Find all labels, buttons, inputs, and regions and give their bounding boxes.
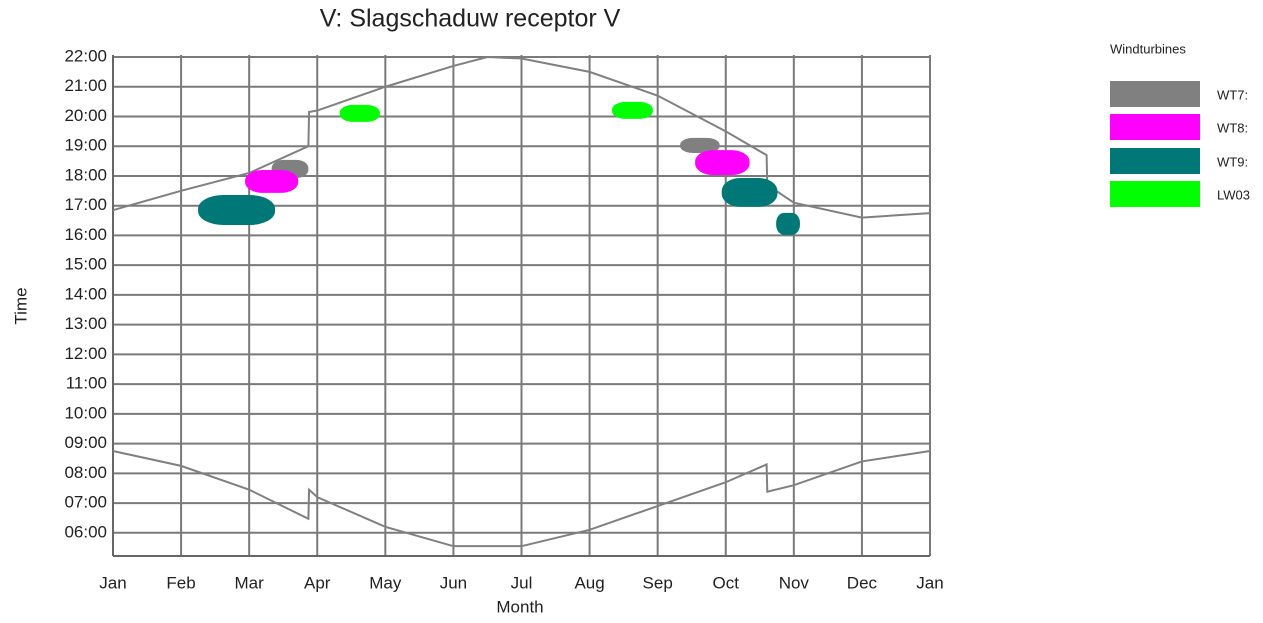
y-tick-label: 19:00 [64,136,107,155]
x-tick-label: Aug [574,573,604,592]
shadow-area [339,104,380,122]
y-tick-label: 13:00 [64,314,107,333]
legend-label: WT9: [1217,154,1248,169]
x-tick-label: May [369,573,402,592]
x-tick-label: Feb [166,573,195,592]
shadow-area [695,150,750,176]
y-tick-label: 10:00 [64,403,107,422]
x-tick-label: Jan [916,573,943,592]
x-tick-label: Jan [99,573,126,592]
x-tick-label: Oct [713,573,740,592]
y-axis-label: Time [11,287,30,324]
legend-label: WT7: [1217,87,1248,102]
shadow-area [680,137,720,154]
x-tick-label: Dec [847,573,878,592]
y-tick-label: 14:00 [64,284,107,303]
y-tick-label: 08:00 [64,463,107,482]
x-tick-label: Jul [511,573,533,592]
x-tick-label: Mar [235,573,265,592]
y-tick-label: 21:00 [64,76,107,95]
x-tick-label: Nov [779,573,810,592]
y-tick-label: 07:00 [64,493,107,512]
legend-label: LW03 [1217,187,1250,202]
y-tick-label: 06:00 [64,522,107,541]
y-tick-label: 12:00 [64,344,107,363]
x-tick-label: Apr [304,573,331,592]
legend-swatch [1110,114,1200,140]
legend-title: Windturbines [1110,41,1186,56]
shadow-area [198,194,276,226]
legend-swatch [1110,181,1200,207]
y-tick-label: 09:00 [64,433,107,452]
legend-swatch [1110,81,1200,107]
y-tick-label: 15:00 [64,255,107,274]
chart-title: V: Slagschaduw receptor V [320,5,621,33]
y-tick-label: 11:00 [66,374,107,393]
y-tick-label: 20:00 [64,106,107,125]
sun-curve [112,450,931,548]
y-tick-label: 22:00 [64,46,107,65]
y-tick-label: 18:00 [64,165,107,184]
x-tick-label: Jun [440,573,467,592]
x-axis-label: Month [496,597,543,616]
shadow-area [612,101,653,119]
shadow-area [776,212,800,235]
legend-label: WT8: [1217,120,1248,135]
shadow-area [245,170,299,193]
y-tick-label: 17:00 [64,195,107,214]
y-tick-label: 16:00 [64,225,107,244]
x-tick-label: Sep [643,573,673,592]
legend-swatch [1110,148,1200,174]
shadow-area [721,178,778,207]
